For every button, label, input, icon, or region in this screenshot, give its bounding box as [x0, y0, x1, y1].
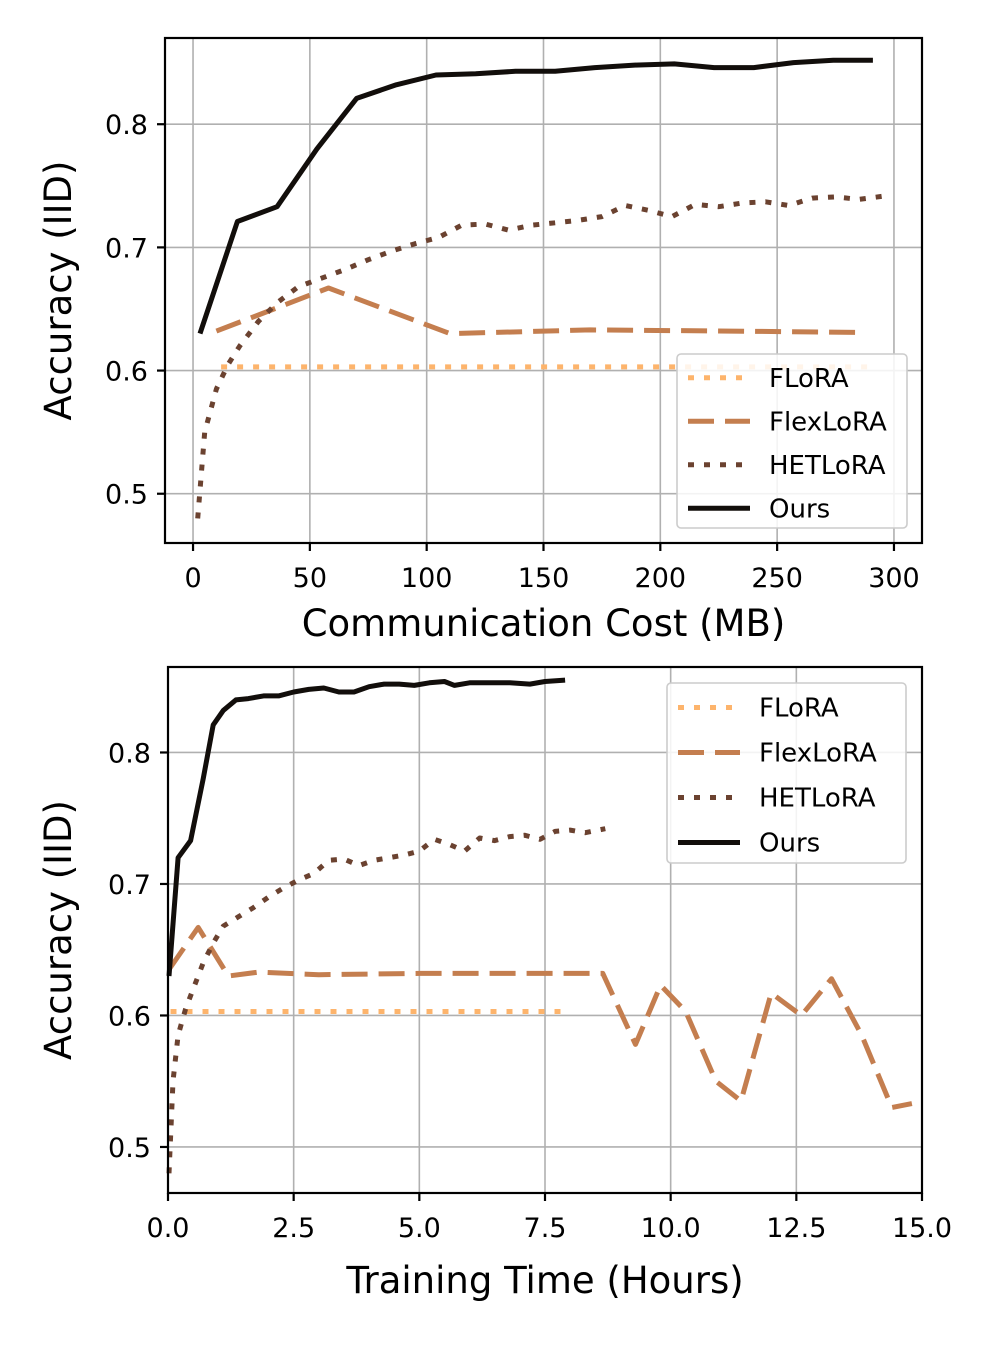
- x-tick-label: 15.0: [892, 1213, 952, 1244]
- x-tick-label: 150: [518, 563, 570, 594]
- legend-label-hetlora: HETLoRA: [769, 451, 886, 481]
- x-tick-label: 50: [293, 563, 327, 594]
- series-line-hetlora: [166, 826, 606, 1174]
- x-tick-label: 5.0: [398, 1213, 441, 1244]
- legend-label-ours: Ours: [769, 494, 830, 524]
- y-tick-label: 0.5: [108, 1133, 151, 1164]
- legend: FLoRA FlexLoRA HETLoRA Ours: [666, 682, 907, 864]
- x-tick-label: 0: [184, 563, 201, 594]
- x-tick-label: 7.5: [524, 1213, 567, 1244]
- legend-label-flora: FLoRA: [759, 694, 839, 724]
- legend-box: [676, 353, 908, 529]
- series-line-ours: [166, 677, 566, 977]
- legend-label-ours: Ours: [759, 829, 820, 859]
- x-tick-label: 250: [751, 563, 803, 594]
- y-axis-label: Accuracy (IID): [37, 800, 80, 1060]
- y-tick-label: 0.7: [108, 870, 151, 901]
- x-tick-label: 300: [868, 563, 920, 594]
- x-axis-label: Communication Cost (MB): [302, 602, 786, 645]
- y-tick-label: 0.6: [108, 1001, 151, 1032]
- legend-label-flexlora: FlexLoRA: [769, 407, 887, 437]
- y-tick-label: 0.5: [105, 480, 148, 511]
- x-tick-label: 200: [635, 563, 687, 594]
- series-line-ours: [197, 57, 873, 335]
- chart-2: 0.0 2.5 5.0 7.5 10.0 12.5 15.0 0.5 0.6 0.7 0.8 Trai…: [37, 665, 952, 1302]
- y-tick-label: 0.8: [108, 738, 151, 769]
- legend-label-flexlora: FlexLoRA: [759, 739, 877, 769]
- x-axis-label: Training Time (Hours): [345, 1259, 743, 1302]
- x-tick-label: 10.0: [641, 1213, 701, 1244]
- series-line-flexlora: [215, 285, 859, 337]
- series-line-flexlora: [166, 924, 913, 1110]
- y-axis-label: Accuracy (IID): [37, 161, 80, 421]
- x-tick-label: 100: [401, 563, 453, 594]
- y-tick-label: 0.7: [105, 233, 148, 264]
- legend-label-flora: FLoRA: [769, 364, 849, 394]
- x-tick-label: 2.5: [272, 1213, 315, 1244]
- x-tick-label: 0.0: [147, 1213, 190, 1244]
- legend: FLoRA FlexLoRA HETLoRA Ours: [676, 353, 908, 529]
- chart-1: 0 50 100 150 200 250 300 0.5 0.6 0.7 0.8 Communicat…: [37, 36, 924, 645]
- legend-box: [666, 682, 907, 864]
- x-tick-label: 12.5: [766, 1213, 826, 1244]
- y-tick-label: 0.8: [105, 110, 148, 141]
- y-tick-label: 0.6: [105, 357, 148, 388]
- legend-label-hetlora: HETLoRA: [759, 784, 876, 814]
